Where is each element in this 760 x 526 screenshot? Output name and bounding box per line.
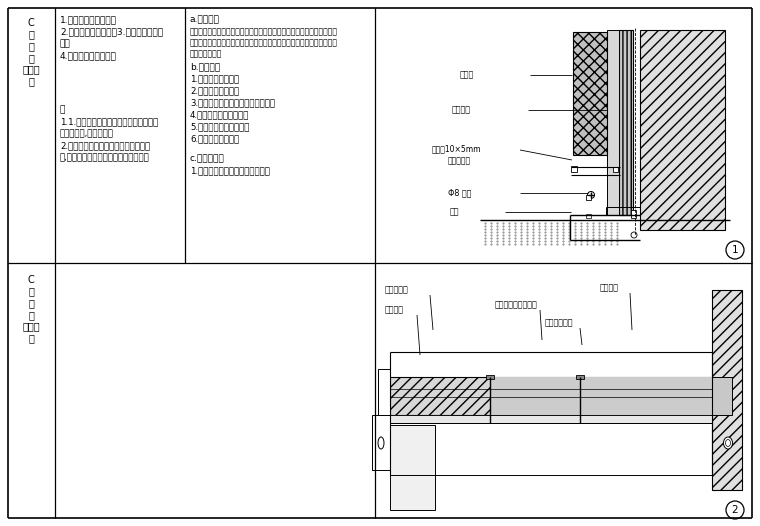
Bar: [571, 166, 577, 172]
Text: 一,对此一定要注意选择规格与材料尺。: 一,对此一定要注意选择规格与材料尺。: [60, 153, 150, 162]
Ellipse shape: [378, 437, 384, 449]
Bar: [490, 377, 712, 415]
Bar: [607, 30, 619, 215]
Bar: [486, 375, 494, 379]
Ellipse shape: [726, 440, 730, 447]
Text: －－基层防火板固定－－石材专用粘结体－－铺贴石材－－成品软包安装: －－基层防火板固定－－石材专用粘结体－－铺贴石材－－成品软包安装: [190, 38, 338, 47]
Bar: [372, 415, 390, 470]
Text: 1.石材背景与软包背景: 1.石材背景与软包背景: [60, 15, 117, 24]
Text: 软包: 软包: [60, 39, 71, 48]
Text: －－完成面处理: －－完成面处理: [190, 49, 223, 58]
Text: C
石
材
与
软包衔
接: C 石 材 与 软包衔 接: [22, 275, 40, 343]
Bar: [631, 210, 636, 218]
Text: 3.软包基层固定、其他材料防火夹板: 3.软包基层固定、其他材料防火夹板: [190, 98, 275, 107]
Text: a.施工工序: a.施工工序: [190, 15, 220, 24]
Text: 1.轻钢龙骨骨结材料: 1.轻钢龙骨骨结材料: [190, 74, 239, 83]
Text: c.完成面处理: c.完成面处理: [190, 154, 225, 163]
Bar: [390, 425, 435, 510]
Bar: [613, 167, 618, 172]
Text: 2.选用指定石材加工: 2.选用指定石材加工: [190, 86, 239, 95]
Text: Φ8 钢筋: Φ8 钢筋: [448, 188, 471, 197]
Text: 定基饰面: 定基饰面: [600, 283, 619, 292]
Text: 4.用石材专用胶固定安装: 4.用石材专用胶固定安装: [190, 110, 249, 119]
Text: 2.由于软包在可变性所以造型、样式不: 2.由于软包在可变性所以造型、样式不: [60, 141, 150, 150]
Text: 6.石材露缝六面防护: 6.石材露缝六面防护: [190, 134, 239, 143]
Text: 软硬包: 软硬包: [460, 70, 474, 79]
Text: 防火夹板: 防火夹板: [452, 105, 471, 114]
Text: 不锈钢槽条: 不锈钢槽条: [385, 285, 409, 294]
Circle shape: [631, 232, 637, 238]
Text: 2.石材线条与墙面软包3.石材台面与墙面: 2.石材线条与墙面软包3.石材台面与墙面: [60, 27, 163, 36]
Bar: [573, 32, 607, 155]
Bar: [390, 415, 712, 423]
Bar: [586, 195, 591, 200]
Bar: [640, 30, 725, 230]
Bar: [586, 214, 591, 218]
Bar: [378, 369, 390, 415]
Ellipse shape: [724, 437, 733, 449]
Text: 2: 2: [732, 505, 738, 515]
Text: 备备工作－－现场放线－－材料加工－－基层处理－－骨钢龙骨隔墙制作: 备备工作－－现场放线－－材料加工－－基层处理－－骨钢龙骨隔墙制作: [190, 27, 338, 36]
Text: 工艺缝抛光: 工艺缝抛光: [448, 156, 471, 165]
Text: 石材墙面: 石材墙面: [385, 305, 404, 314]
Bar: [712, 377, 732, 415]
Text: 地梁: 地梁: [450, 207, 460, 216]
Text: C
石
材
与
软包衔
接: C 石 材 与 软包衔 接: [22, 18, 40, 86]
Bar: [712, 290, 742, 490]
Text: 注: 注: [60, 105, 65, 114]
Text: 木工板素层防火三涂: 木工板素层防火三涂: [495, 300, 538, 309]
Text: 4.石材墙脚与墙面软包: 4.石材墙脚与墙面软包: [60, 51, 117, 60]
Text: 石材管10×5mm: 石材管10×5mm: [432, 144, 482, 153]
Text: 1.1.由于其材质特殊在施工时要注意工序: 1.1.由于其材质特殊在施工时要注意工序: [60, 117, 158, 126]
Text: 1.用金橘椰专用保护膜做成品保护: 1.用金橘椰专用保护膜做成品保护: [190, 166, 270, 175]
Bar: [390, 377, 712, 415]
Bar: [619, 30, 633, 215]
Text: 5.软包基层露面三防处理: 5.软包基层露面三防处理: [190, 122, 249, 131]
Circle shape: [587, 191, 594, 198]
Bar: [390, 377, 712, 382]
Text: 管钉骨钢柔层: 管钉骨钢柔层: [545, 318, 574, 327]
Text: 、材料保护,成品保护。: 、材料保护,成品保护。: [60, 129, 114, 138]
Bar: [576, 375, 584, 379]
Text: 1: 1: [732, 245, 738, 255]
Text: b.用料分析: b.用料分析: [190, 62, 220, 71]
